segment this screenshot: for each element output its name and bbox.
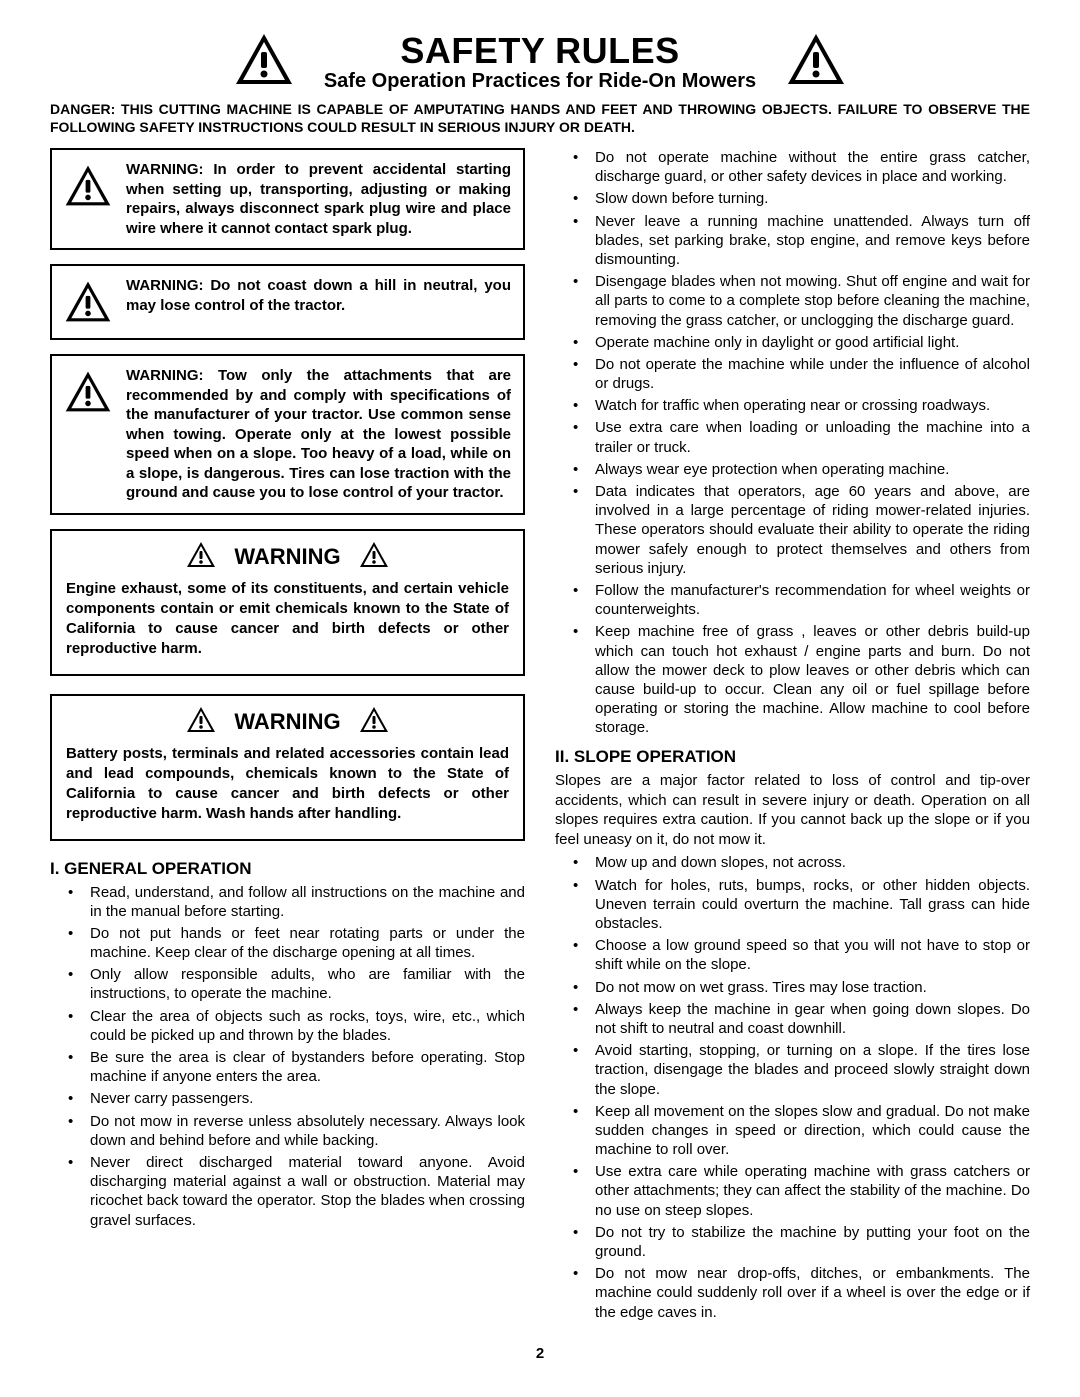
warning-title-row: WARNING: [66, 541, 509, 573]
list-item: Slow down before turning.: [555, 189, 1030, 208]
warning-icon: [64, 164, 112, 212]
section-heading-general: I. GENERAL OPERATION: [50, 859, 525, 879]
list-item: Operate machine only in daylight or good…: [555, 333, 1030, 352]
list-item: Keep machine free of grass , leaves or o…: [555, 622, 1030, 737]
warning-box-text: WARNING: Tow only the attachments that a…: [126, 366, 511, 503]
warning-icon: [359, 706, 389, 738]
list-item: Do not try to stabilize the machine by p…: [555, 1223, 1030, 1261]
page-number: 2: [50, 1345, 1030, 1362]
warning-large-text: Battery posts, terminals and related acc…: [66, 744, 509, 825]
warning-large-text: Engine exhaust, some of its constituents…: [66, 579, 509, 660]
general-operation-list-right: Do not operate machine without the entir…: [555, 148, 1030, 737]
slope-operation-list: Mow up and down slopes, not across. Watch…: [555, 853, 1030, 1321]
right-column: Do not operate machine without the entir…: [555, 148, 1030, 1325]
list-item: Read, understand, and follow all instruc…: [50, 883, 525, 921]
list-item: Be sure the area is clear of bystanders …: [50, 1048, 525, 1086]
warning-large-box: WARNING Engine exhaust, some of its const…: [50, 529, 525, 676]
warning-box-text: WARNING: In order to prevent accidental …: [126, 160, 511, 238]
list-item: Data indicates that operators, age 60 ye…: [555, 482, 1030, 578]
list-item: Do not operate machine without the entir…: [555, 148, 1030, 186]
content-columns: WARNING: In order to prevent accidental …: [50, 148, 1030, 1325]
list-item: Use extra care when loading or unloading…: [555, 418, 1030, 456]
warning-title: WARNING: [234, 709, 340, 735]
danger-text: DANGER: THIS CUTTING MACHINE IS CAPABLE …: [50, 101, 1030, 136]
list-item: Never direct discharged material toward …: [50, 1153, 525, 1230]
section-heading-slope: II. SLOPE OPERATION: [555, 747, 1030, 767]
list-item: Do not put hands or feet near rotating p…: [50, 924, 525, 962]
warning-icon: [359, 541, 389, 573]
page-header: SAFETY RULES Safe Operation Practices fo…: [50, 30, 1030, 93]
page-title: SAFETY RULES: [324, 30, 756, 72]
warning-title-row: WARNING: [66, 706, 509, 738]
warning-large-box: WARNING Battery posts, terminals and rela…: [50, 694, 525, 841]
list-item: Follow the manufacturer's recommendation…: [555, 581, 1030, 619]
warning-icon: [64, 280, 112, 328]
list-item: Keep all movement on the slopes slow and…: [555, 1102, 1030, 1160]
title-block: SAFETY RULES Safe Operation Practices fo…: [324, 30, 756, 93]
slope-intro: Slopes are a major factor related to los…: [555, 771, 1030, 849]
warning-box: WARNING: In order to prevent accidental …: [50, 148, 525, 250]
list-item: Do not operate the machine while under t…: [555, 355, 1030, 393]
general-operation-list-left: Read, understand, and follow all instruc…: [50, 883, 525, 1230]
warning-icon: [786, 32, 846, 91]
warning-title: WARNING: [234, 544, 340, 570]
list-item: Never leave a running machine unattended…: [555, 212, 1030, 270]
page-subtitle: Safe Operation Practices for Ride-On Mow…: [324, 70, 756, 93]
list-item: Clear the area of objects such as rocks,…: [50, 1007, 525, 1045]
list-item: Mow up and down slopes, not across.: [555, 853, 1030, 872]
warning-icon: [234, 32, 294, 91]
list-item: Do not mow near drop-offs, ditches, or e…: [555, 1264, 1030, 1322]
list-item: Watch for traffic when operating near or…: [555, 396, 1030, 415]
list-item: Only allow responsible adults, who are f…: [50, 965, 525, 1003]
list-item: Choose a low ground speed so that you wi…: [555, 936, 1030, 974]
warning-icon: [186, 706, 216, 738]
left-column: WARNING: In order to prevent accidental …: [50, 148, 525, 1325]
warning-box: WARNING: Do not coast down a hill in neu…: [50, 264, 525, 340]
warning-box-text: WARNING: Do not coast down a hill in neu…: [126, 276, 511, 315]
warning-box: WARNING: Tow only the attachments that a…: [50, 354, 525, 515]
list-item: Use extra care while operating machine w…: [555, 1162, 1030, 1220]
list-item: Do not mow on wet grass. Tires may lose …: [555, 978, 1030, 997]
list-item: Disengage blades when not mowing. Shut o…: [555, 272, 1030, 330]
list-item: Do not mow in reverse unless absolutely …: [50, 1112, 525, 1150]
list-item: Watch for holes, ruts, bumps, rocks, or …: [555, 876, 1030, 934]
list-item: Always wear eye protection when operatin…: [555, 460, 1030, 479]
title-row: SAFETY RULES Safe Operation Practices fo…: [50, 30, 1030, 93]
warning-icon: [186, 541, 216, 573]
warning-icon: [64, 370, 112, 418]
list-item: Avoid starting, stopping, or turning on …: [555, 1041, 1030, 1099]
list-item: Never carry passengers.: [50, 1089, 525, 1108]
list-item: Always keep the machine in gear when goi…: [555, 1000, 1030, 1038]
